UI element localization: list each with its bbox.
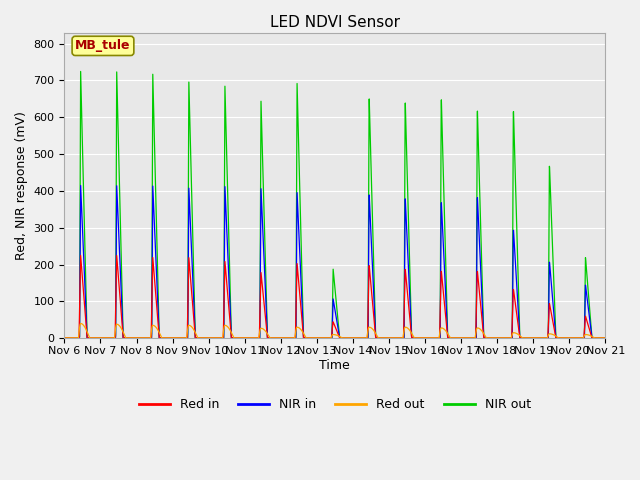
Red in <box>292 331 300 337</box>
Red out <box>591 335 598 341</box>
Line: Red in: Red in <box>65 255 605 338</box>
NIR in <box>77 182 84 188</box>
NIR out <box>154 300 162 305</box>
Red out <box>154 328 162 334</box>
Red out <box>77 321 84 326</box>
NIR out <box>292 335 300 341</box>
NIR in <box>591 335 598 341</box>
Red out <box>268 335 276 341</box>
NIR out <box>77 69 84 74</box>
NIR out <box>61 335 68 341</box>
Red out <box>292 330 300 336</box>
NIR out <box>602 335 609 341</box>
Line: NIR out: NIR out <box>65 72 605 338</box>
NIR out <box>268 335 276 341</box>
Red out <box>122 335 130 341</box>
Line: NIR in: NIR in <box>65 185 605 338</box>
NIR in <box>268 335 276 341</box>
Red in <box>602 335 609 341</box>
Red in <box>591 335 598 341</box>
X-axis label: Time: Time <box>319 359 350 372</box>
Line: Red out: Red out <box>65 324 605 338</box>
Title: LED NDVI Sensor: LED NDVI Sensor <box>270 15 400 30</box>
Red in <box>122 335 130 341</box>
NIR in <box>61 335 68 341</box>
NIR in <box>602 335 609 341</box>
Legend: Red in, NIR in, Red out, NIR out: Red in, NIR in, Red out, NIR out <box>134 394 536 416</box>
Red in <box>532 335 540 341</box>
Red in <box>268 335 276 341</box>
Y-axis label: Red, NIR response (mV): Red, NIR response (mV) <box>15 111 28 260</box>
NIR in <box>154 314 162 320</box>
Red in <box>154 324 162 330</box>
Red out <box>61 335 68 341</box>
Red out <box>532 335 540 341</box>
NIR out <box>532 335 540 341</box>
NIR in <box>122 335 130 341</box>
NIR in <box>532 335 540 341</box>
Text: MB_tule: MB_tule <box>76 39 131 52</box>
NIR out <box>122 335 130 341</box>
NIR out <box>591 335 598 341</box>
NIR in <box>292 335 300 341</box>
Red in <box>77 252 84 258</box>
Red in <box>61 335 68 341</box>
Red out <box>602 335 609 341</box>
